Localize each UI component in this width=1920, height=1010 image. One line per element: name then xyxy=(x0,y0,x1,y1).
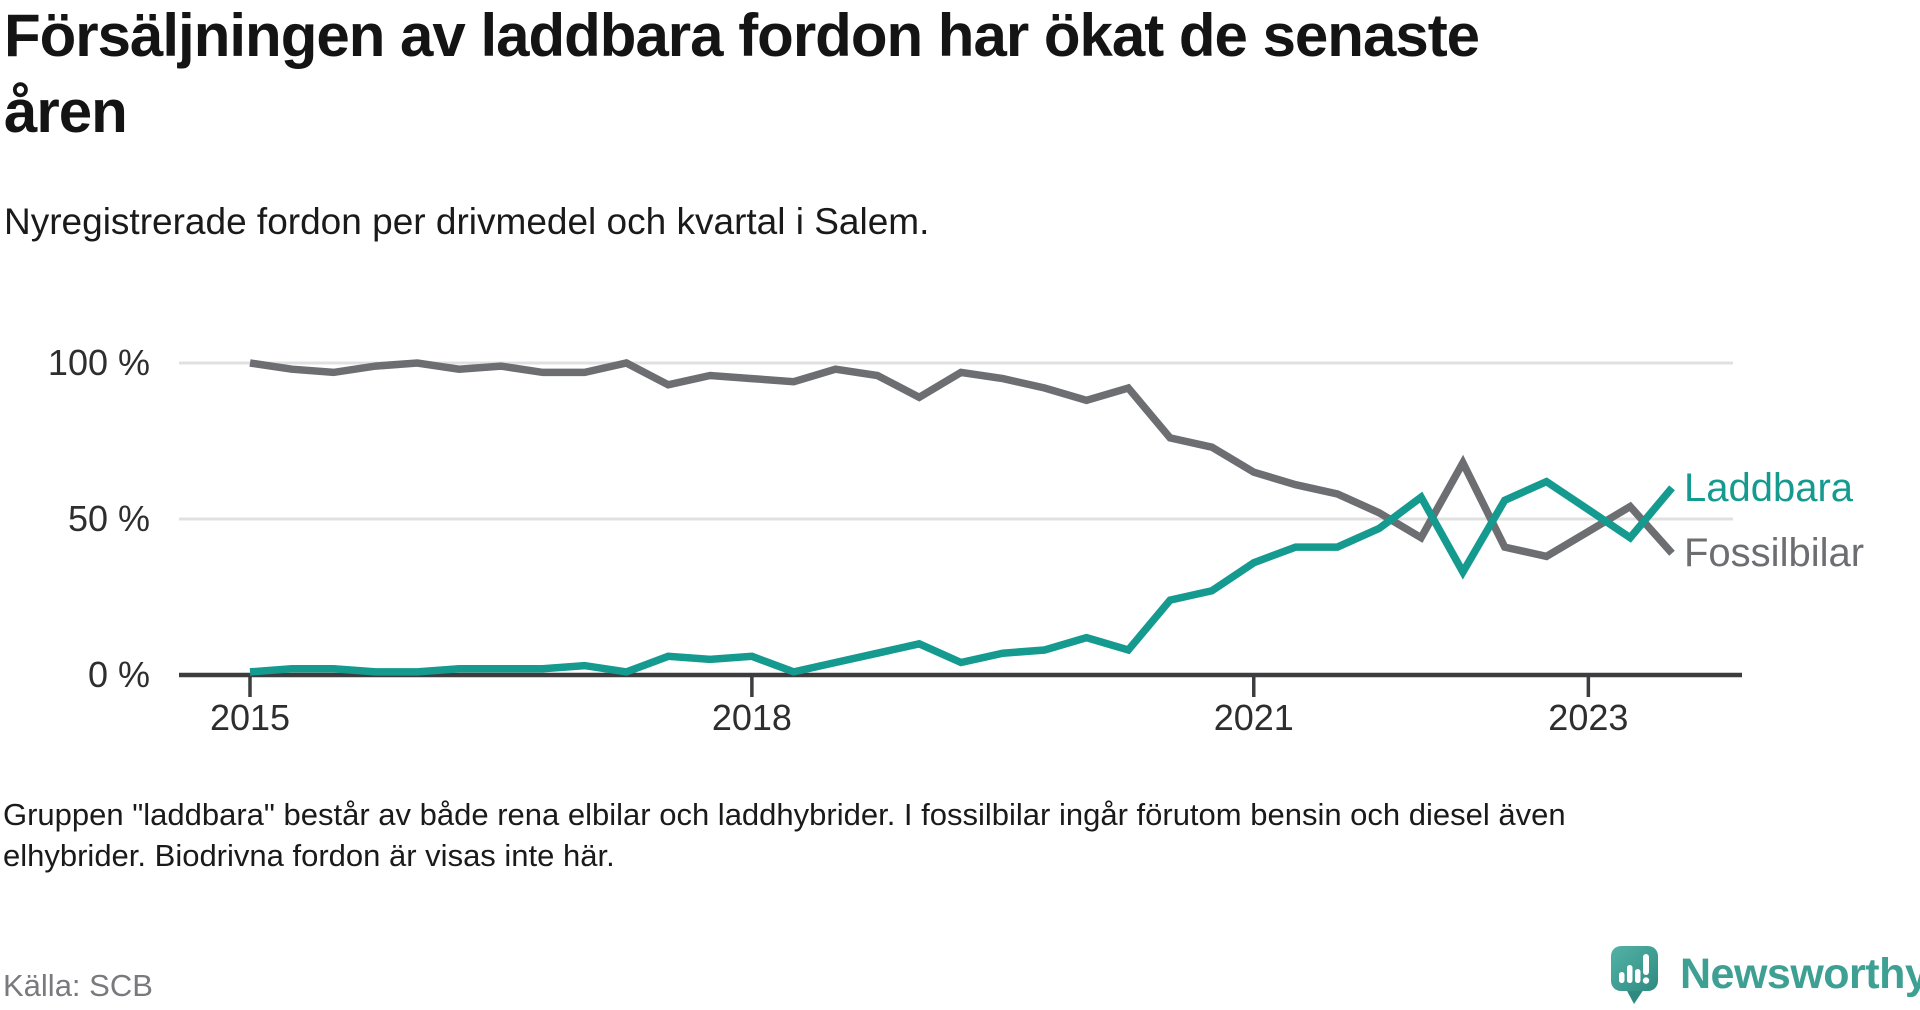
page-title-line2: åren xyxy=(4,78,128,145)
chart-subtitle: Nyregistrerade fordon per drivmedel och … xyxy=(4,201,930,242)
newsworthy-speech-bubble-chart-icon xyxy=(1611,946,1658,1004)
chart-footnote: Gruppen "laddbara" består av både rena e… xyxy=(3,794,1566,876)
page-title: Försäljningen av laddbara fordon har öka… xyxy=(4,0,1480,150)
fossilbilar-line xyxy=(249,359,1675,561)
newsworthy-logo-text: Newsworthy xyxy=(1680,950,1920,998)
laddbara-line xyxy=(249,477,1675,676)
page-title-line1: Försäljningen av laddbara fordon har öka… xyxy=(4,2,1480,69)
newsworthy-logo: Newsworthy xyxy=(1610,946,1920,1006)
y-axis-label-0: 0 % xyxy=(87,654,150,695)
x-axis-label-2015: 2015 xyxy=(209,697,291,738)
speech-bubble-body xyxy=(1611,946,1658,991)
speech-bubble-tail xyxy=(1626,989,1644,1004)
exclamation-bar xyxy=(1643,954,1649,975)
chart-footnote-line1: Gruppen "laddbara" består av både rena e… xyxy=(3,797,1566,832)
x-axis-label-2023: 2023 xyxy=(1548,697,1629,738)
chart-footnote-line2: elhybrider. Biodrivna fordon är visas in… xyxy=(3,838,615,873)
legend-label-fossilbilar: Fossilbilar xyxy=(1684,531,1865,576)
exclamation-dot xyxy=(1642,977,1650,984)
bar-chart-bar-3 xyxy=(1635,969,1641,983)
x-axis-label-2018: 2018 xyxy=(711,697,792,738)
bar-chart-bar-2 xyxy=(1627,965,1633,983)
bar-chart-bar-1 xyxy=(1619,972,1625,983)
legend-label-laddbara: Laddbara xyxy=(1684,465,1854,510)
x-axis-label-2021: 2021 xyxy=(1213,697,1294,738)
y-axis-label-100: 100 % xyxy=(47,342,150,383)
y-axis-label-50: 50 % xyxy=(67,498,150,539)
source-note: Källa: SCB xyxy=(3,968,153,1003)
